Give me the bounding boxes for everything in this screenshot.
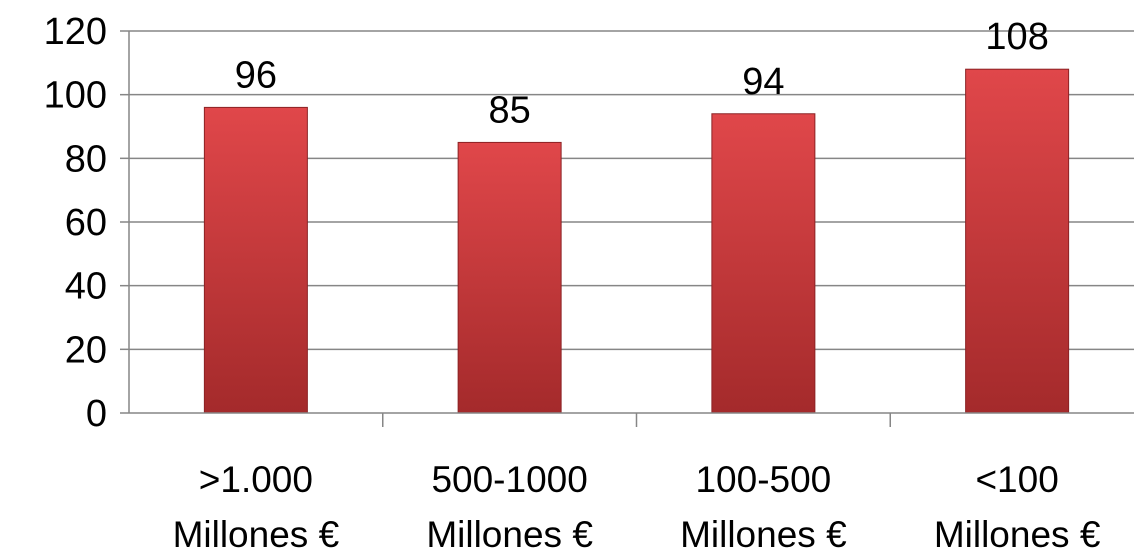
axes <box>120 30 1134 427</box>
data-label: 108 <box>985 16 1048 58</box>
y-axis-tick-labels: 0 20 40 60 80 100 120 <box>44 11 107 435</box>
x-category-label: Millones € <box>173 514 340 552</box>
y-tick-label: 0 <box>86 393 107 435</box>
x-category-label: Millones € <box>680 514 847 552</box>
y-tick-label: 20 <box>65 329 107 371</box>
data-label: 96 <box>235 54 277 96</box>
y-tick-label: 80 <box>65 138 107 180</box>
bar <box>711 113 816 414</box>
x-category-label: 500-1000 <box>431 459 587 500</box>
data-label: 94 <box>742 61 784 103</box>
x-category-label: Millones € <box>426 514 593 552</box>
y-tick-label: 120 <box>44 11 107 53</box>
y-tick-label: 60 <box>65 202 107 244</box>
x-category-label: >1.000 <box>199 459 313 500</box>
bar <box>203 106 308 414</box>
bars <box>203 68 1070 414</box>
y-tick-label: 40 <box>65 266 107 308</box>
bar <box>457 141 562 414</box>
x-category-label: <100 <box>975 459 1058 500</box>
x-category-label: 100-500 <box>695 459 831 500</box>
bar <box>965 68 1070 414</box>
data-labels: 96 85 94 108 <box>235 16 1049 131</box>
x-category-label: Millones € <box>934 514 1101 552</box>
x-axis-category-labels: >1.000 Millones € 500-1000 Millones € 100-50… <box>173 459 1101 552</box>
data-label: 85 <box>488 89 530 131</box>
y-tick-label: 100 <box>44 75 107 117</box>
